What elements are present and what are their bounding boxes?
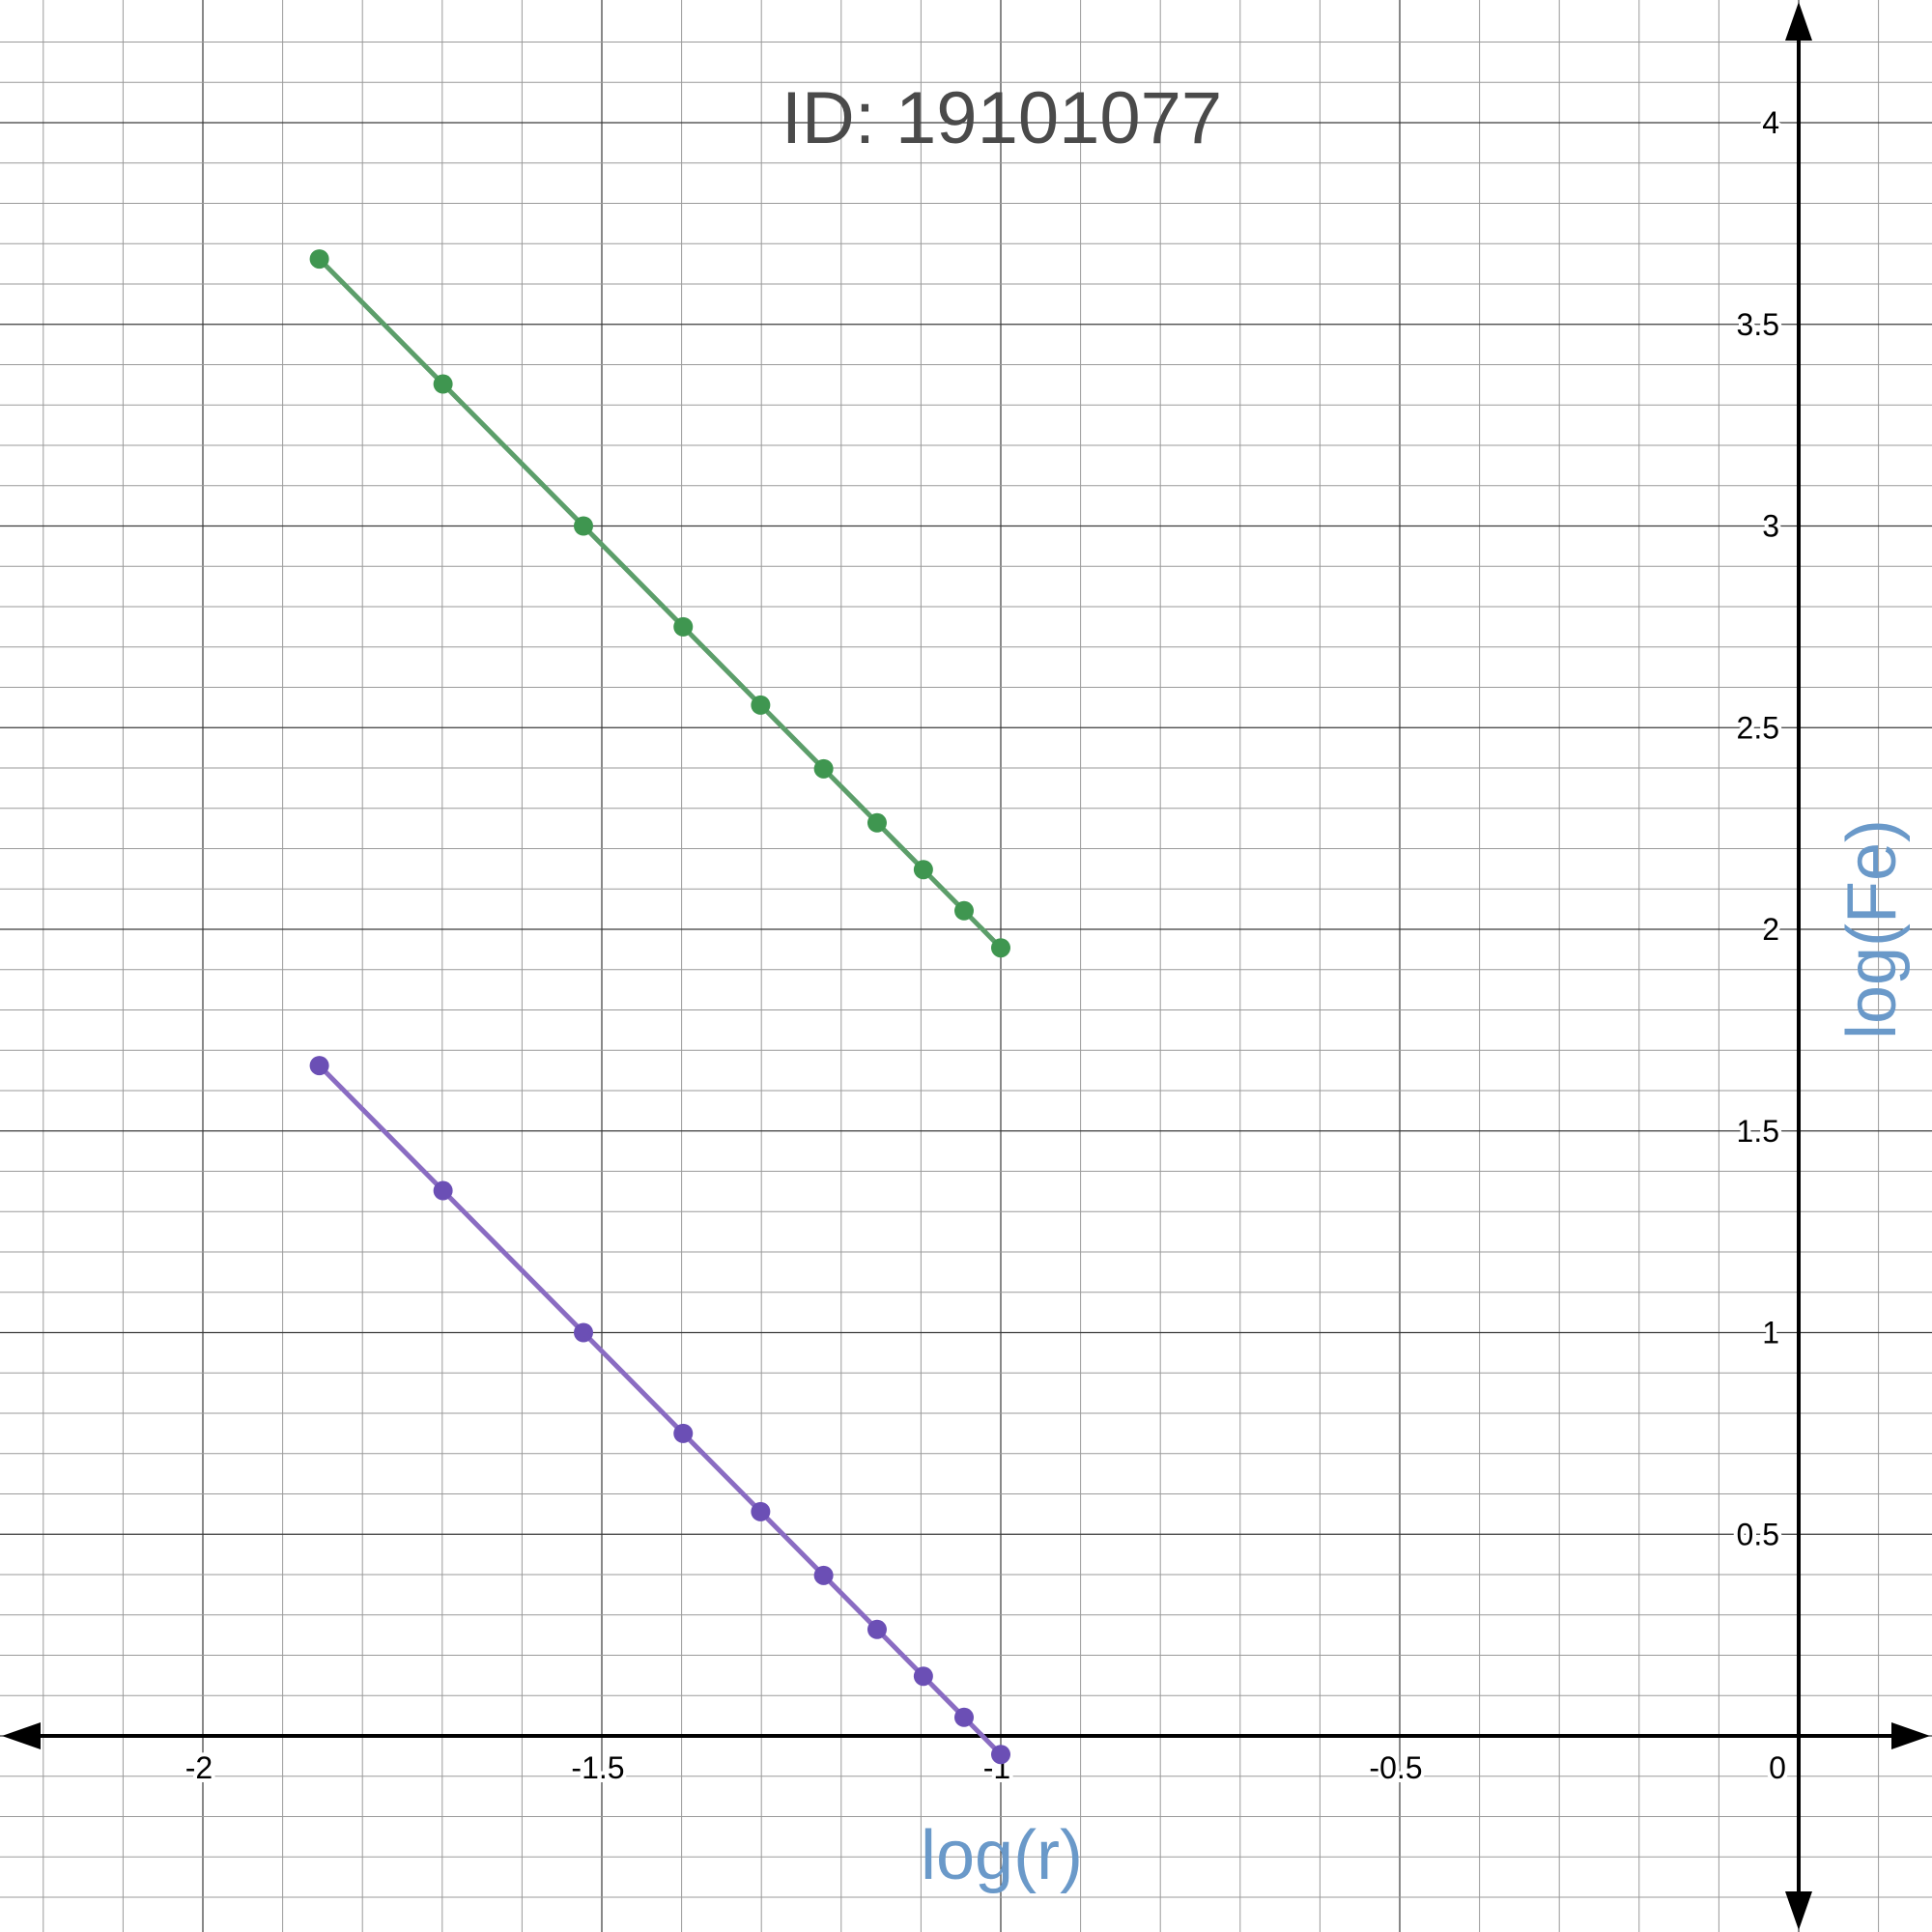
y-axis-arrow-up	[1785, 2, 1812, 41]
y-tick-label: 3	[1762, 509, 1779, 544]
data-point	[433, 1180, 453, 1201]
data-point	[309, 249, 329, 270]
data-point	[954, 1707, 975, 1727]
data-point	[991, 938, 1010, 958]
data-point	[673, 616, 694, 637]
y-tick-label: 0.5	[1737, 1517, 1779, 1551]
series-line	[317, 1063, 1004, 1757]
data-point	[673, 1423, 694, 1443]
y-axis-arrow-down	[1785, 1891, 1812, 1930]
y-tick-label: 4	[1762, 105, 1779, 140]
x-axis-arrow-right	[1891, 1722, 1930, 1749]
x-axis-title: log(r)	[921, 1817, 1083, 1894]
x-tick-label: -0.5	[1369, 1750, 1422, 1785]
y-tick-label: 3.5	[1737, 307, 1779, 342]
y-tick-label: 2	[1762, 912, 1779, 947]
data-point	[813, 758, 834, 779]
data-point	[954, 900, 975, 921]
y-axis-title: log(Fe)	[1833, 819, 1911, 1039]
data-point	[867, 812, 887, 833]
x-tick-label: -1.5	[571, 1750, 624, 1785]
data-point	[433, 374, 453, 394]
series-group	[309, 249, 1010, 1765]
data-point	[574, 516, 594, 536]
chart-title: ID: 19101077	[781, 77, 1222, 159]
data-point	[867, 1619, 887, 1639]
data-point	[574, 1322, 594, 1343]
data-point	[309, 1056, 329, 1076]
x-tick-label: -2	[185, 1750, 213, 1785]
data-point	[913, 860, 933, 880]
y-tick-label: 1	[1762, 1316, 1779, 1350]
data-point	[751, 1501, 771, 1521]
tick-labels: -2 -1.5 -1 -0.5 00.511.522.533.54	[182, 101, 1790, 1789]
x-axis-arrow-left	[2, 1722, 41, 1749]
data-point	[991, 1745, 1010, 1765]
x-tick-label: 0	[1769, 1750, 1786, 1785]
y-tick-label: 2.5	[1737, 710, 1779, 745]
y-tick-label: 1.5	[1737, 1114, 1779, 1149]
data-point	[751, 695, 771, 715]
data-point	[813, 1565, 834, 1585]
data-point	[913, 1666, 933, 1687]
series-line	[317, 256, 1004, 951]
